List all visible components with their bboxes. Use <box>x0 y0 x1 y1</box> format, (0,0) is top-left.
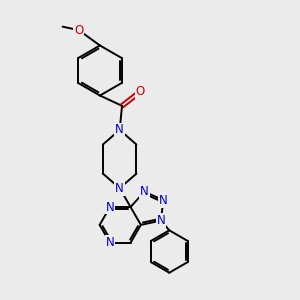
Text: N: N <box>159 194 168 207</box>
Text: N: N <box>115 124 124 136</box>
Text: O: O <box>136 85 145 98</box>
Text: N: N <box>106 200 114 214</box>
Text: O: O <box>74 24 83 37</box>
Text: N: N <box>140 185 149 198</box>
Text: N: N <box>157 214 165 227</box>
Text: N: N <box>106 236 114 249</box>
Text: N: N <box>115 182 124 195</box>
